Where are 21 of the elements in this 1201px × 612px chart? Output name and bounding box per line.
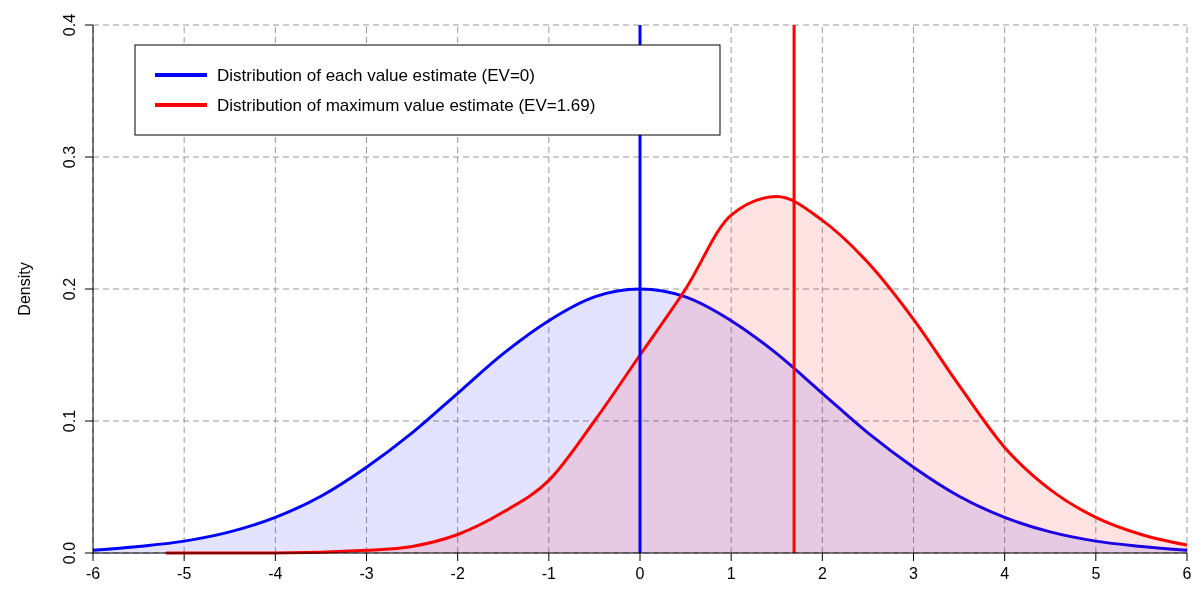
y-axis-title: Density	[16, 262, 33, 316]
y-tick-label: 0.0	[61, 541, 78, 565]
y-tick-label: 0.1	[61, 409, 78, 433]
x-tick-label: 2	[817, 565, 827, 582]
y-tick-label: 0.2	[61, 277, 78, 301]
x-tick-label: -1	[541, 565, 557, 582]
x-tick-label: -2	[450, 565, 465, 582]
legend-label: Distribution of maximum value estimate (EV=1.69)	[217, 96, 596, 115]
x-tick-label: 3	[909, 565, 919, 582]
y-tick-label: 0.4	[61, 13, 78, 37]
legend-label: Distribution of each value estimate (EV=0)	[217, 66, 535, 85]
x-tick-label: 1	[726, 565, 736, 582]
x-tick-label: 0	[635, 565, 645, 582]
x-tick-label: 5	[1091, 565, 1101, 582]
x-tick-label: -3	[359, 565, 374, 582]
x-tick-label: -5	[177, 565, 192, 582]
x-tick-label: 6	[1182, 565, 1192, 582]
y-tick-label: 0.3	[61, 145, 78, 169]
x-tick-label: 4	[1000, 565, 1010, 582]
x-tick-label: -6	[85, 565, 101, 582]
x-tick-label: -4	[268, 565, 283, 582]
